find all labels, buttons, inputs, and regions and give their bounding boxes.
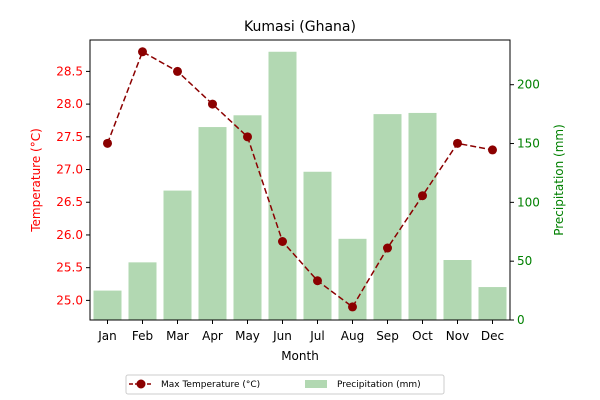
left-tick-label: 26.0: [56, 228, 83, 242]
x-tick-label-sep: Sep: [376, 329, 399, 343]
temperature-point-jun: [278, 237, 287, 246]
x-tick-label-may: May: [235, 329, 260, 343]
x-tick-label-feb: Feb: [132, 329, 153, 343]
temperature-point-jul: [313, 276, 322, 286]
right-y-axis: 0 50 100 150 200: [510, 78, 540, 327]
temperature-point-nov: [453, 138, 462, 148]
x-axis: Jan Feb Mar Apr May Jun Jul Aug Sep Oct Nov Dec: [97, 320, 504, 343]
legend-frame: [125, 374, 445, 395]
right-y-axis-label: Precipitation (mm): [552, 124, 566, 236]
left-tick-label: 28.5: [56, 64, 83, 78]
left-y-axis-label: Temperature (°C): [29, 128, 43, 233]
temperature-point-mar: [173, 66, 182, 76]
right-tick-label: 150: [517, 137, 540, 151]
temperature-series-line: [106, 50, 493, 309]
x-tick-label-mar: Mar: [166, 329, 189, 343]
x-tick-label-nov: Nov: [446, 329, 469, 343]
bar-mar: [163, 190, 192, 320]
left-tick-label: 26.5: [56, 195, 83, 209]
bar-jun: [268, 51, 297, 320]
legend-label-precipitation: Precipitation (mm): [337, 380, 421, 390]
bar-may: [233, 115, 262, 320]
left-tick-label: 25.0: [56, 293, 83, 307]
temperature-point-oct: [418, 191, 427, 201]
right-tick-label: 100: [517, 195, 540, 209]
x-tick-label-aug: Aug: [341, 329, 364, 343]
temperature-point-sep: [383, 243, 392, 253]
bar-sep: [373, 114, 402, 321]
bar-nov: [443, 260, 472, 320]
left-tick-label: 25.5: [56, 261, 83, 275]
right-tick-label: 200: [517, 78, 540, 92]
temperature-point-feb: [138, 47, 147, 57]
chart-title: Kumasi (Ghana): [244, 19, 356, 35]
bar-jul: [303, 171, 332, 320]
temperature-line: [103, 47, 497, 312]
bar-oct: [408, 112, 437, 320]
plot-frame: [89, 39, 511, 321]
right-tick-label: 50: [517, 254, 532, 268]
legend-bar-swatch: [305, 380, 327, 388]
bar-dec: [478, 287, 507, 320]
left-tick-label: 28.0: [56, 97, 83, 111]
legend-marker-swatch: [136, 379, 146, 389]
x-tick-label-jul: Jul: [309, 329, 324, 343]
bar-feb: [128, 262, 157, 320]
right-tick-label: 0: [517, 313, 525, 327]
x-tick-label-jan: Jan: [97, 329, 117, 343]
bar-jan: [93, 290, 122, 320]
bar-apr: [198, 127, 227, 320]
precipitation-bars: [93, 51, 507, 321]
x-axis-label: Month: [281, 349, 319, 363]
x-tick-label-dec: Dec: [481, 329, 504, 343]
x-tick-label-oct: Oct: [412, 329, 433, 343]
temperature-point-may: [243, 132, 252, 142]
temperature-point-aug: [348, 302, 357, 312]
legend-label-temperature: Max Temperature (°C): [161, 380, 260, 390]
left-tick-label: 27.5: [56, 130, 83, 144]
temperature-point-jan: [103, 138, 112, 148]
temperature-point-dec: [488, 145, 497, 155]
left-tick-label: 27.0: [56, 163, 83, 177]
x-tick-label-jun: Jun: [272, 329, 292, 343]
temperature-point-apr: [208, 99, 217, 109]
left-y-axis: 25.0 25.5 26.0 26.5 27.0 27.5 28.0 28.5: [56, 64, 90, 307]
legend: Max Temperature (°C) Precipitation (mm): [125, 374, 445, 395]
x-tick-label-apr: Apr: [202, 329, 223, 343]
